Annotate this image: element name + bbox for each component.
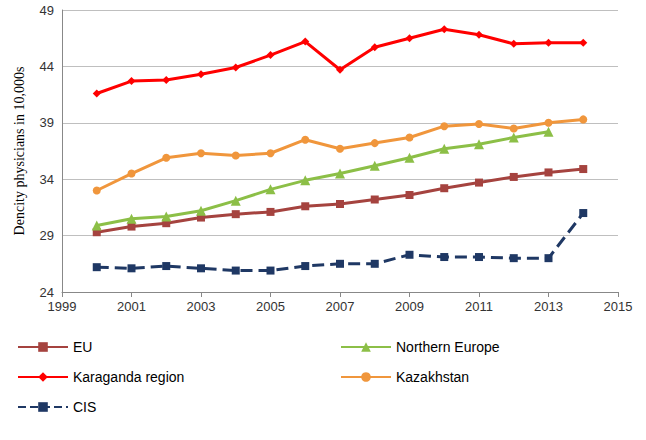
svg-text:49: 49 [40, 3, 54, 18]
svg-text:39: 39 [40, 115, 54, 130]
svg-text:CIS: CIS [73, 399, 96, 415]
svg-text:44: 44 [40, 59, 54, 74]
svg-text:29: 29 [40, 228, 54, 243]
svg-text:Kazakhstan: Kazakhstan [396, 369, 469, 385]
svg-text:2005: 2005 [256, 299, 285, 314]
svg-text:EU: EU [73, 339, 92, 355]
svg-text:2001: 2001 [117, 299, 146, 314]
svg-text:Dencity physicians in 10,000s: Dencity physicians in 10,000s [12, 67, 27, 236]
svg-text:2007: 2007 [326, 299, 355, 314]
svg-text:2015: 2015 [604, 299, 633, 314]
svg-text:1999: 1999 [48, 299, 77, 314]
svg-text:24: 24 [40, 285, 54, 300]
svg-text:34: 34 [40, 172, 54, 187]
svg-text:Karaganda region: Karaganda region [73, 369, 184, 385]
svg-text:2003: 2003 [187, 299, 216, 314]
svg-text:2011: 2011 [465, 299, 493, 314]
svg-text:2009: 2009 [395, 299, 424, 314]
svg-text:Northern Europe: Northern Europe [396, 339, 500, 355]
svg-text:2013: 2013 [534, 299, 563, 314]
